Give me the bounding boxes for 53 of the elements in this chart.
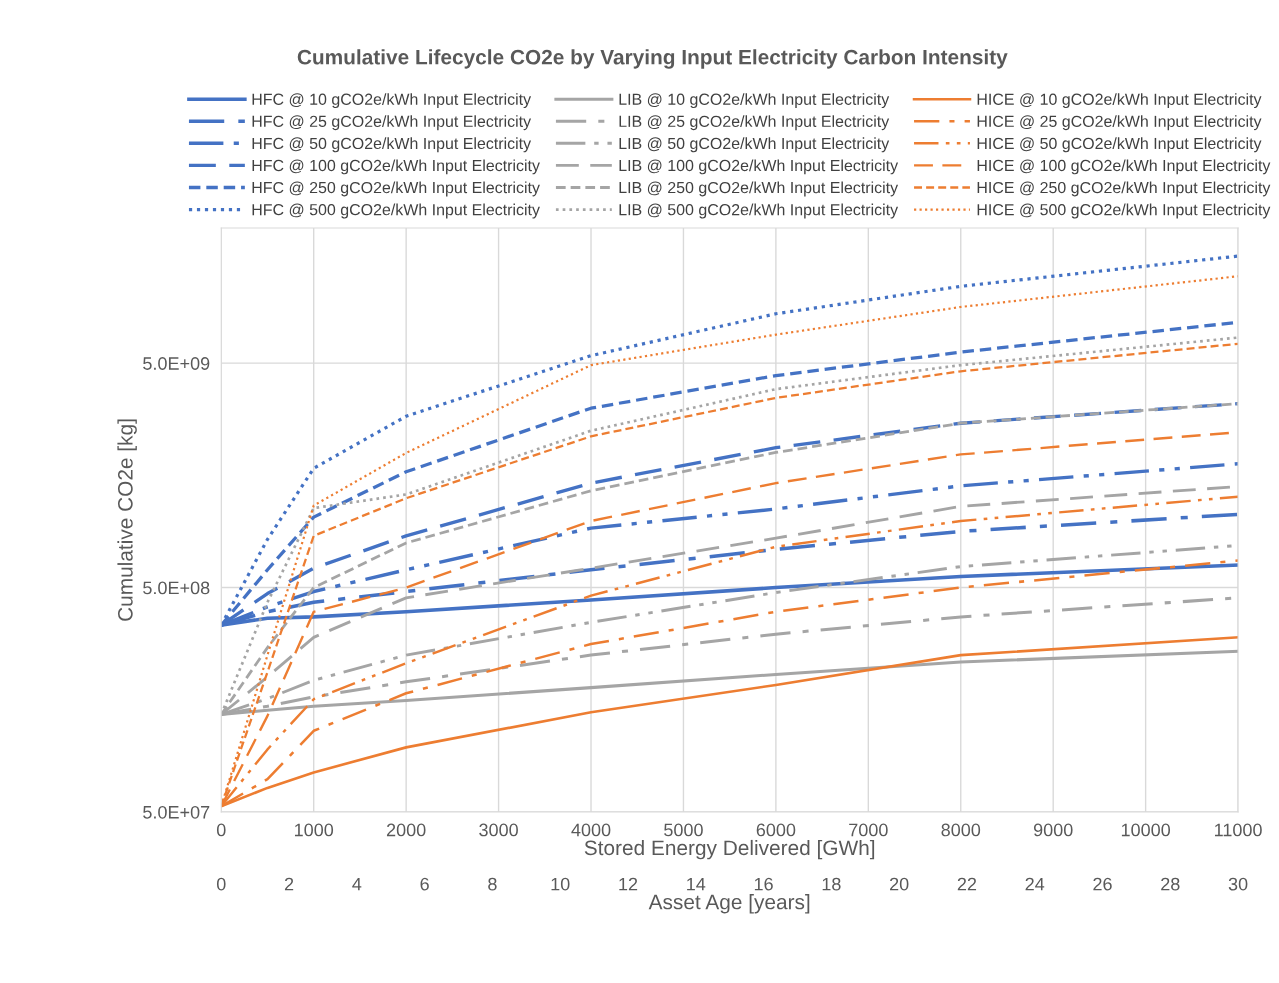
legend-label: LIB @ 100 gCO2e/kWh Input Electricity <box>619 159 899 175</box>
y-tick-label: 5.0E+07 <box>143 805 210 819</box>
x2-tick-label: 0 <box>216 877 226 891</box>
x-tick-label: 7000 <box>849 823 888 837</box>
legend-label: HFC @ 100 gCO2e/kWh Input Electricity <box>252 159 540 175</box>
x-axis-title: Stored Energy Delivered [GWh] <box>584 839 875 860</box>
y-tick-label: 5.0E+09 <box>143 357 210 370</box>
x2-tick-label: 24 <box>1025 877 1045 891</box>
legend-label: HFC @ 50 gCO2e/kWh Input Electricity <box>252 137 532 153</box>
x2-tick-label: 12 <box>619 877 638 891</box>
x2-tick-label: 26 <box>1093 877 1112 891</box>
x2-tick-label: 30 <box>1228 877 1248 891</box>
x-tick-label: 1000 <box>295 823 334 837</box>
x2-axis-title: Asset Age [years] <box>648 894 810 914</box>
x-tick-label: 5000 <box>664 823 703 837</box>
legend-label: HICE @ 50 gCO2e/kWh Input Electricity <box>977 137 1262 153</box>
legend-label: LIB @ 25 gCO2e/kWh Input Electricity <box>619 115 890 131</box>
x2-tick-label: 16 <box>754 877 773 891</box>
x2-tick-label: 2 <box>284 877 294 891</box>
legend-label: HICE @ 500 gCO2e/kWh Input Electricity <box>977 203 1271 219</box>
legend-label: HICE @ 250 gCO2e/kWh Input Electricity <box>977 181 1271 197</box>
legend-label: HFC @ 10 gCO2e/kWh Input Electricity <box>252 93 532 109</box>
legend-label: HICE @ 25 gCO2e/kWh Input Electricity <box>977 115 1262 131</box>
legend-label: HFC @ 250 gCO2e/kWh Input Electricity <box>252 181 540 197</box>
x-tick-label: 4000 <box>571 823 611 837</box>
x2-tick-label: 18 <box>822 877 841 891</box>
legend-label: LIB @ 50 gCO2e/kWh Input Electricity <box>619 137 890 153</box>
x-tick-label: 10000 <box>1121 823 1171 837</box>
x-tick-label: 11000 <box>1215 823 1262 837</box>
legend-label: HFC @ 25 gCO2e/kWh Input Electricity <box>252 115 532 131</box>
x-tick-label: 8000 <box>941 823 981 837</box>
x2-tick-label: 28 <box>1161 877 1180 891</box>
x2-tick-label: 22 <box>957 877 977 891</box>
legend-label: HFC @ 500 gCO2e/kWh Input Electricity <box>252 203 540 219</box>
x2-tick-label: 14 <box>687 877 706 891</box>
legend-label: HICE @ 100 gCO2e/kWh Input Electricity <box>977 159 1271 175</box>
x2-tick-label: 8 <box>488 877 497 891</box>
x-tick-label: 3000 <box>479 823 518 837</box>
x2-tick-label: 20 <box>890 877 909 891</box>
legend-label: LIB @ 500 gCO2e/kWh Input Electricity <box>619 203 899 219</box>
x-tick-label: 2000 <box>386 823 426 837</box>
legend-label: HICE @ 10 gCO2e/kWh Input Electricity <box>977 93 1262 109</box>
legend-label: LIB @ 10 gCO2e/kWh Input Electricity <box>619 93 890 109</box>
x2-tick-label: 4 <box>352 877 362 891</box>
x2-tick-label: 6 <box>420 877 429 891</box>
chart-title: Cumulative Lifecycle CO2e by Varying Input Electricity Carbon Intensity <box>297 49 1008 69</box>
x-tick-label: 6000 <box>756 823 796 837</box>
x2-tick-label: 10 <box>551 877 570 891</box>
x-tick-label: 0 <box>216 823 226 837</box>
y-axis-title: Cumulative CO2e [kg] <box>117 419 137 621</box>
x-tick-label: 9000 <box>1033 823 1073 837</box>
y-tick-label: 5.0E+08 <box>143 581 210 595</box>
legend-label: LIB @ 250 gCO2e/kWh Input Electricity <box>619 181 899 197</box>
